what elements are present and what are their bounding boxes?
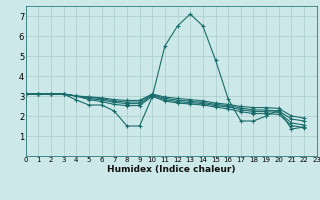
X-axis label: Humidex (Indice chaleur): Humidex (Indice chaleur) [107,165,236,174]
